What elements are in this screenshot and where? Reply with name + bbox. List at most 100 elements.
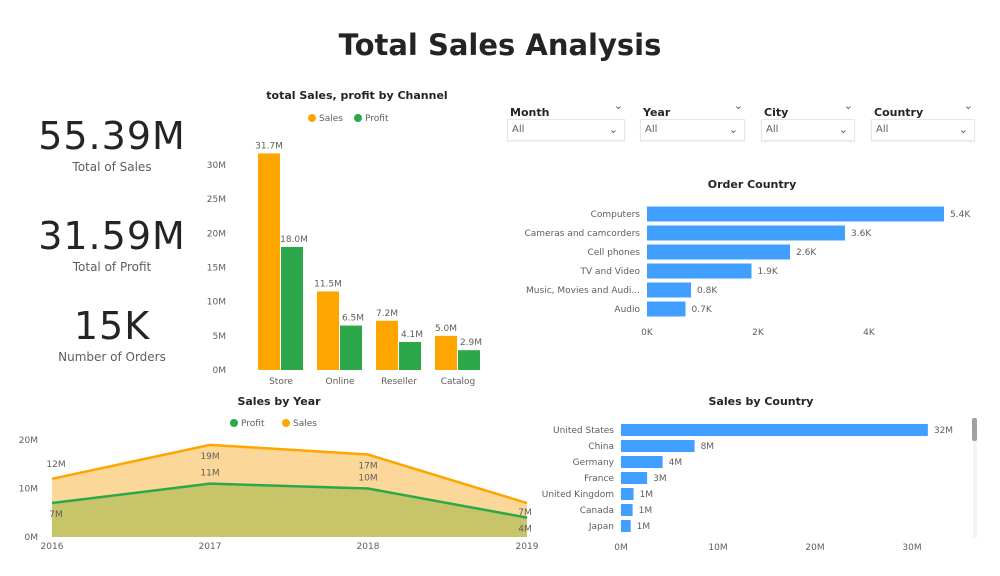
legend-marker <box>308 114 316 122</box>
x-tick-label: 20M <box>805 543 824 553</box>
category-label: Germany <box>573 458 615 468</box>
chevron-down-icon: ⌄ <box>608 123 618 136</box>
filter-value: All <box>512 124 525 135</box>
bar <box>647 244 790 260</box>
x-tick-label: 2019 <box>516 542 539 552</box>
x-tick-label: Reseller <box>381 377 417 387</box>
data-label: 11M <box>200 469 219 479</box>
data-label: 31.7M <box>255 141 283 151</box>
bar-profit <box>281 247 303 370</box>
kpi-label: Total of Sales <box>72 160 152 174</box>
filter-city[interactable]: City ⌄ All ⌄ <box>761 99 855 141</box>
filter-country[interactable]: Country ⌄ All ⌄ <box>871 99 975 141</box>
scrollbar-track <box>973 418 977 538</box>
filter-dropdown[interactable]: All ⌄ <box>640 119 745 141</box>
y-tick-label: 15M <box>207 264 226 274</box>
data-label: 5.4K <box>950 210 971 220</box>
category-label: Audio <box>614 305 640 315</box>
filter-label: Year <box>643 106 671 119</box>
category-label: United Kingdom <box>542 490 614 500</box>
category-label: United States <box>553 426 614 436</box>
data-label: 18.0M <box>280 235 308 245</box>
data-label: 7M <box>518 508 532 518</box>
category-label: Cameras and camcorders <box>524 229 640 239</box>
bar <box>647 225 845 241</box>
data-label: 6.5M <box>342 314 364 324</box>
kpi-number-of-orders: 15K Number of Orders <box>22 304 202 364</box>
data-label: 17M <box>358 462 377 472</box>
bar-sales <box>258 153 280 370</box>
bar <box>647 282 691 298</box>
x-tick-label: 30M <box>902 543 921 553</box>
bar <box>647 301 686 317</box>
filter-month[interactable]: Month ⌄ All ⌄ <box>507 99 625 141</box>
data-label: 19M <box>200 452 219 462</box>
data-label: 7M <box>49 510 63 520</box>
chevron-down-icon: ⌄ <box>728 123 738 136</box>
y-tick-label: 5M <box>213 332 227 342</box>
page-title: Total Sales Analysis <box>338 28 662 62</box>
chart-title: total Sales, profit by Channel <box>266 89 447 102</box>
legend-label: Sales <box>319 114 343 124</box>
chart-title: Order Country <box>708 178 797 191</box>
chart-title: Sales by Year <box>237 395 321 408</box>
filter-dropdown[interactable]: All ⌄ <box>761 119 855 141</box>
x-tick-label: 4K <box>863 328 876 338</box>
data-label: 0.7K <box>692 305 713 315</box>
filter-dropdown[interactable]: All ⌄ <box>871 119 975 141</box>
data-label: 0.8K <box>697 286 718 296</box>
bar-sales <box>317 291 339 370</box>
category-label: China <box>588 442 614 452</box>
legend-marker <box>354 114 362 122</box>
chevron-down-icon[interactable]: ⌄ <box>843 99 853 112</box>
filter-label: Country <box>874 106 924 119</box>
data-label: 1.9K <box>758 267 779 277</box>
filter-year[interactable]: Year ⌄ All ⌄ <box>640 99 745 141</box>
chevron-down-icon[interactable]: ⌄ <box>733 99 743 112</box>
bar <box>621 504 633 516</box>
y-tick-label: 25M <box>207 195 226 205</box>
filter-dropdown[interactable]: All ⌄ <box>507 119 625 141</box>
kpi-total-profit: 31.59M Total of Profit <box>22 214 202 274</box>
x-tick-label: 2016 <box>41 542 64 552</box>
filter-label: City <box>764 106 789 119</box>
data-label: 1M <box>637 522 651 532</box>
kpi-label: Total of Profit <box>72 260 152 274</box>
data-label: 5.0M <box>435 324 457 334</box>
bar <box>621 488 634 500</box>
chevron-down-icon[interactable]: ⌄ <box>613 99 623 112</box>
chart-title: Sales by Country <box>709 395 814 408</box>
x-tick-label: 2K <box>752 328 765 338</box>
kpi-value: 31.59M <box>38 214 186 258</box>
chevron-down-icon[interactable]: ⌄ <box>963 99 973 112</box>
data-label: 8M <box>701 442 715 452</box>
filter-value: All <box>766 124 779 135</box>
data-label: 1M <box>640 490 654 500</box>
bar <box>621 424 928 436</box>
bar-sales <box>435 335 457 370</box>
filter-value: All <box>645 124 658 135</box>
data-label: 2.9M <box>460 338 482 348</box>
y-tick-label: 30M <box>207 161 226 171</box>
data-label: 12M <box>46 460 65 470</box>
data-label: 11.5M <box>314 279 342 289</box>
kpi-value: 15K <box>73 304 151 348</box>
data-label: 2.6K <box>796 248 817 258</box>
bar <box>621 472 648 484</box>
x-tick-label: Store <box>269 377 293 387</box>
data-label: 3.6K <box>851 229 872 239</box>
x-tick-label: Catalog <box>441 377 476 387</box>
data-label: 32M <box>934 426 953 436</box>
scrollbar-thumb[interactable] <box>972 418 977 441</box>
profit-line <box>51 482 528 519</box>
data-label: 4.1M <box>401 330 423 340</box>
legend-label: Profit <box>241 419 265 429</box>
bar <box>621 456 663 468</box>
category-label: Canada <box>580 506 614 516</box>
legend-label: Profit <box>365 114 389 124</box>
y-tick-label: 10M <box>19 485 38 495</box>
category-label: Japan <box>588 522 614 532</box>
bar-profit <box>458 350 480 370</box>
filter-value: All <box>876 124 889 135</box>
